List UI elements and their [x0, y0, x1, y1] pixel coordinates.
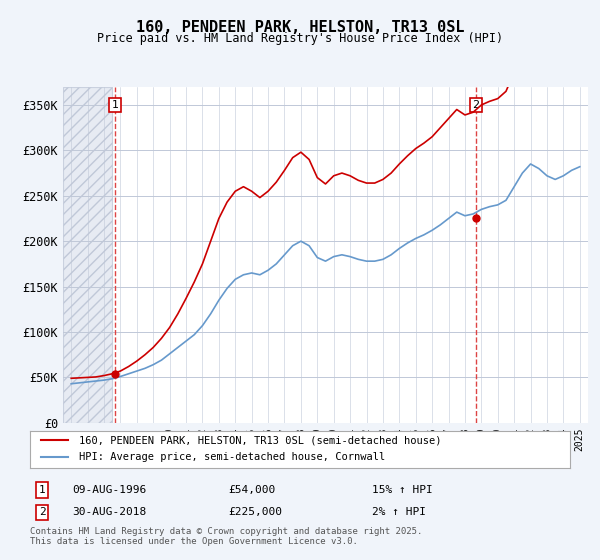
- Bar: [63, 87, 112, 423]
- Text: 30-AUG-2018: 30-AUG-2018: [72, 507, 146, 517]
- Text: £54,000: £54,000: [228, 485, 275, 495]
- Text: 2: 2: [472, 100, 479, 110]
- Text: 15% ↑ HPI: 15% ↑ HPI: [372, 485, 433, 495]
- Text: 2: 2: [38, 507, 46, 517]
- Text: Price paid vs. HM Land Registry's House Price Index (HPI): Price paid vs. HM Land Registry's House …: [97, 32, 503, 45]
- Text: Contains HM Land Registry data © Crown copyright and database right 2025.
This d: Contains HM Land Registry data © Crown c…: [30, 526, 422, 546]
- Text: 09-AUG-1996: 09-AUG-1996: [72, 485, 146, 495]
- Text: 1: 1: [38, 485, 46, 495]
- Text: 2% ↑ HPI: 2% ↑ HPI: [372, 507, 426, 517]
- Text: 160, PENDEEN PARK, HELSTON, TR13 0SL: 160, PENDEEN PARK, HELSTON, TR13 0SL: [136, 20, 464, 35]
- Text: HPI: Average price, semi-detached house, Cornwall: HPI: Average price, semi-detached house,…: [79, 452, 385, 463]
- Text: 1: 1: [112, 100, 118, 110]
- Text: £225,000: £225,000: [228, 507, 282, 517]
- Bar: [63, 87, 112, 423]
- Text: 160, PENDEEN PARK, HELSTON, TR13 0SL (semi-detached house): 160, PENDEEN PARK, HELSTON, TR13 0SL (se…: [79, 435, 441, 445]
